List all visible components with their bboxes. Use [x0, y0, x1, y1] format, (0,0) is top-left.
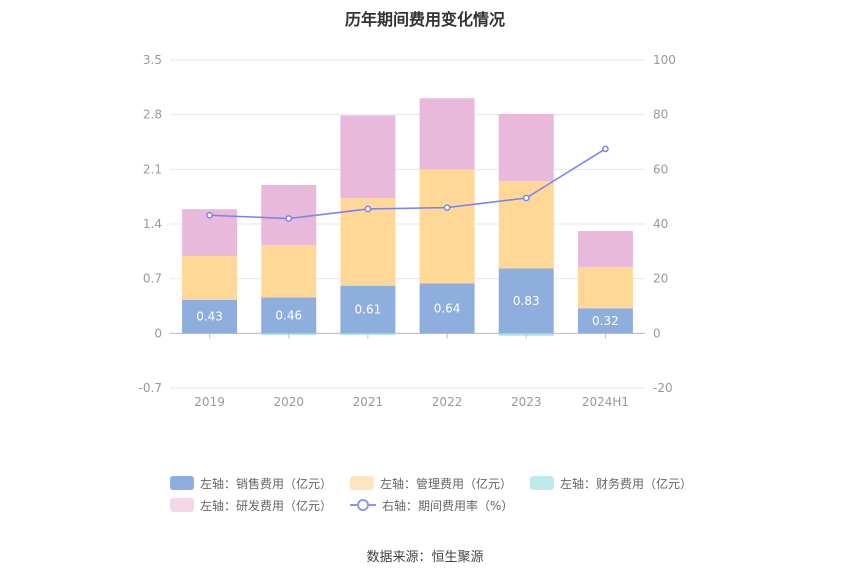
legend-label-finance: 左轴：财务费用（亿元） [560, 476, 693, 491]
y-left-tick-label: 0.7 [143, 272, 162, 286]
y-left-tick-label: 0 [154, 326, 162, 340]
legend-item-admin[interactable]: 左轴：管理费用（亿元） [350, 475, 512, 492]
bar-segment [182, 256, 238, 300]
x-tick-label: 2024H1 [582, 395, 629, 409]
bar-data-label: 0.46 [275, 308, 302, 322]
bar-segment [419, 98, 475, 170]
bar-segment [261, 184, 317, 246]
legend: 左轴：销售费用（亿元） 左轴：管理费用（亿元） 左轴：财务费用（亿元） 左轴：研… [170, 472, 692, 516]
y-left-tick-label: 3.5 [143, 53, 162, 67]
x-tick-label: 2021 [353, 395, 384, 409]
legend-swatch-sales [170, 476, 194, 490]
legend-line-rate-marker [357, 499, 370, 511]
x-tick-label: 2020 [273, 395, 304, 409]
y-right-tick-label: 100 [653, 53, 676, 67]
rate-point [522, 194, 530, 202]
bar-segment [498, 268, 554, 334]
x-tick-label: 2022 [432, 395, 463, 409]
bar-data-label: 0.61 [355, 303, 382, 317]
chart-title: 历年期间费用变化情况 [344, 10, 505, 29]
x-tick-label: 2023 [511, 395, 542, 409]
bar-data-label: 0.43 [196, 310, 223, 324]
bar-segment [340, 198, 396, 286]
legend-item-rd[interactable]: 左轴：研发费用（亿元） [170, 497, 332, 514]
y-left-tick-label: 2.1 [143, 162, 162, 176]
bar-segment [577, 308, 633, 334]
y-right-tick-label: 40 [653, 217, 668, 231]
y-left-tick-label: -0.7 [139, 381, 162, 395]
bar-data-label: 0.32 [592, 314, 619, 328]
y-right-tick-label: 80 [653, 108, 668, 122]
bar-segment [261, 245, 317, 298]
bar-data-label: 0.83 [513, 294, 540, 308]
bar-segment [419, 283, 475, 334]
legend-item-finance[interactable]: 左轴：财务费用（亿元） [530, 475, 692, 492]
legend-line-rate-icon [350, 498, 377, 512]
legend-swatch-admin [350, 476, 375, 490]
data-source: 数据来源：恒生聚源 [366, 550, 484, 565]
rate-point [285, 215, 293, 222]
bar-segment [261, 297, 317, 334]
bar-segment [182, 299, 238, 334]
bar-segment [577, 231, 633, 267]
bar-segment [419, 169, 475, 284]
x-tick-label: 2019 [194, 395, 225, 409]
legend-swatch-rd [170, 498, 194, 512]
legend-item-sales[interactable]: 左轴：销售费用（亿元） [170, 475, 332, 492]
y-right-tick-label: 0 [653, 326, 661, 340]
rate-point [443, 204, 451, 211]
bar-segment [340, 115, 396, 199]
rate-line [209, 148, 606, 220]
bar-segment [498, 113, 554, 182]
bar-segment [340, 285, 396, 334]
y-right-tick-label: 20 [653, 272, 668, 286]
legend-label-admin: 左轴：管理费用（亿元） [380, 476, 513, 491]
rate-point [602, 145, 609, 153]
y-left-tick-label: 2.8 [143, 108, 162, 122]
legend-label-rd: 左轴：研发费用（亿元） [200, 498, 333, 513]
y-right-tick-label: 60 [653, 162, 668, 176]
bar-segment [498, 181, 554, 269]
legend-label-sales: 左轴：销售费用（亿元） [200, 476, 333, 491]
bar-data-label: 0.64 [434, 301, 461, 315]
y-right-tick-label: -20 [653, 381, 673, 395]
rate-point [364, 205, 372, 213]
legend-swatch-finance [530, 476, 555, 490]
legend-label-rate: 右轴：期间费用率（%） [382, 498, 514, 513]
legend-item-rate[interactable]: 右轴：期间费用率（%） [350, 497, 513, 514]
bar-segment [577, 266, 633, 309]
y-left-tick-label: 1.4 [143, 217, 162, 231]
rate-point [206, 211, 213, 219]
